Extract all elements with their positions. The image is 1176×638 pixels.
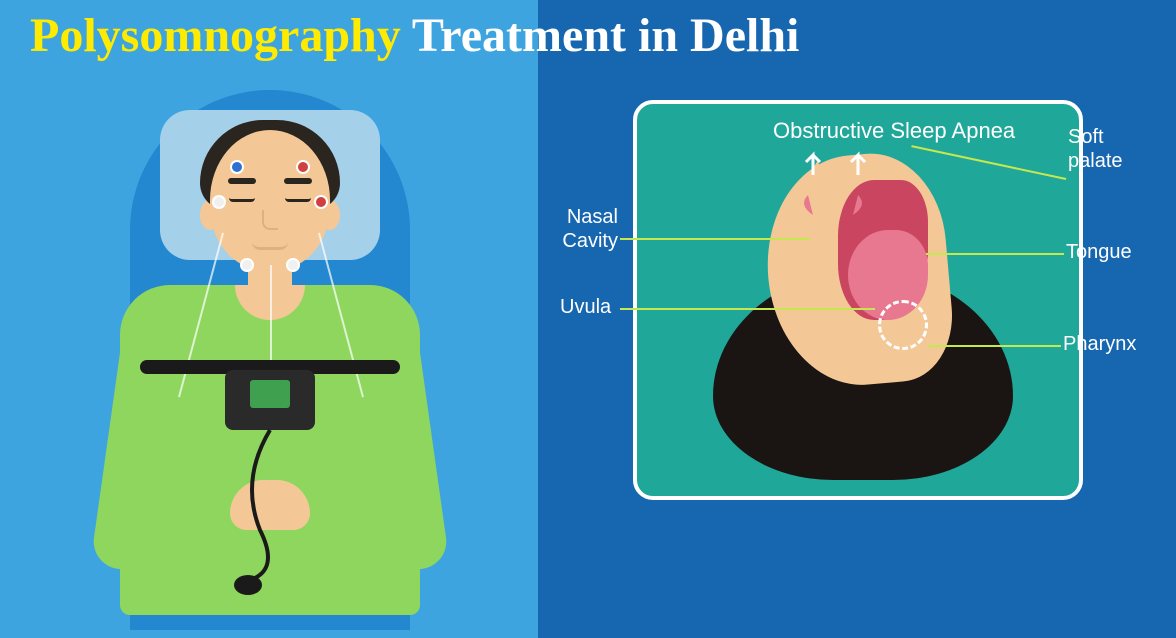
- obstruction-circle: [878, 300, 928, 350]
- label-nasal-cavity: Nasal Cavity: [558, 205, 618, 253]
- device-screen: [250, 380, 290, 408]
- diagram-title: Obstructive Sleep Apnea: [773, 118, 1015, 144]
- finger-sensor-wire: [200, 420, 360, 600]
- electrode-temple-right: [314, 195, 328, 209]
- electrode-chin-right: [286, 258, 300, 272]
- left-eye: [229, 198, 255, 202]
- line-uvula: [620, 308, 875, 310]
- right-eyebrow: [284, 178, 312, 184]
- polysomnography-panel: [0, 0, 538, 638]
- line-pharynx: [928, 345, 1061, 347]
- label-soft-palate: Soft palate: [1068, 125, 1123, 173]
- nose: [262, 210, 278, 230]
- title-rest: Treatment in Delhi: [401, 9, 800, 62]
- electrode-forehead-right: [296, 160, 310, 174]
- wire-center: [270, 265, 272, 375]
- page-title: Polysomnography Treatment in Delhi: [30, 8, 799, 63]
- right-eye: [285, 198, 311, 202]
- airflow-arrows: [803, 150, 883, 200]
- electrode-forehead-left: [230, 160, 244, 174]
- electrode-temple-left: [212, 195, 226, 209]
- label-pharynx: Pharynx: [1063, 332, 1136, 356]
- infographic-container: Polysomnography Treatment in Delhi: [0, 0, 1176, 638]
- electrode-chin-left: [240, 258, 254, 272]
- sleep-apnea-panel: Obstructive Sleep Apnea Nasal Cavity Uvu…: [538, 0, 1176, 638]
- label-tongue: Tongue: [1066, 240, 1132, 264]
- title-highlight: Polysomnography: [30, 9, 401, 62]
- mouth: [252, 242, 288, 250]
- line-tongue: [926, 253, 1064, 255]
- label-uvula: Uvula: [560, 295, 611, 319]
- left-eyebrow: [228, 178, 256, 184]
- line-nasal: [620, 238, 810, 240]
